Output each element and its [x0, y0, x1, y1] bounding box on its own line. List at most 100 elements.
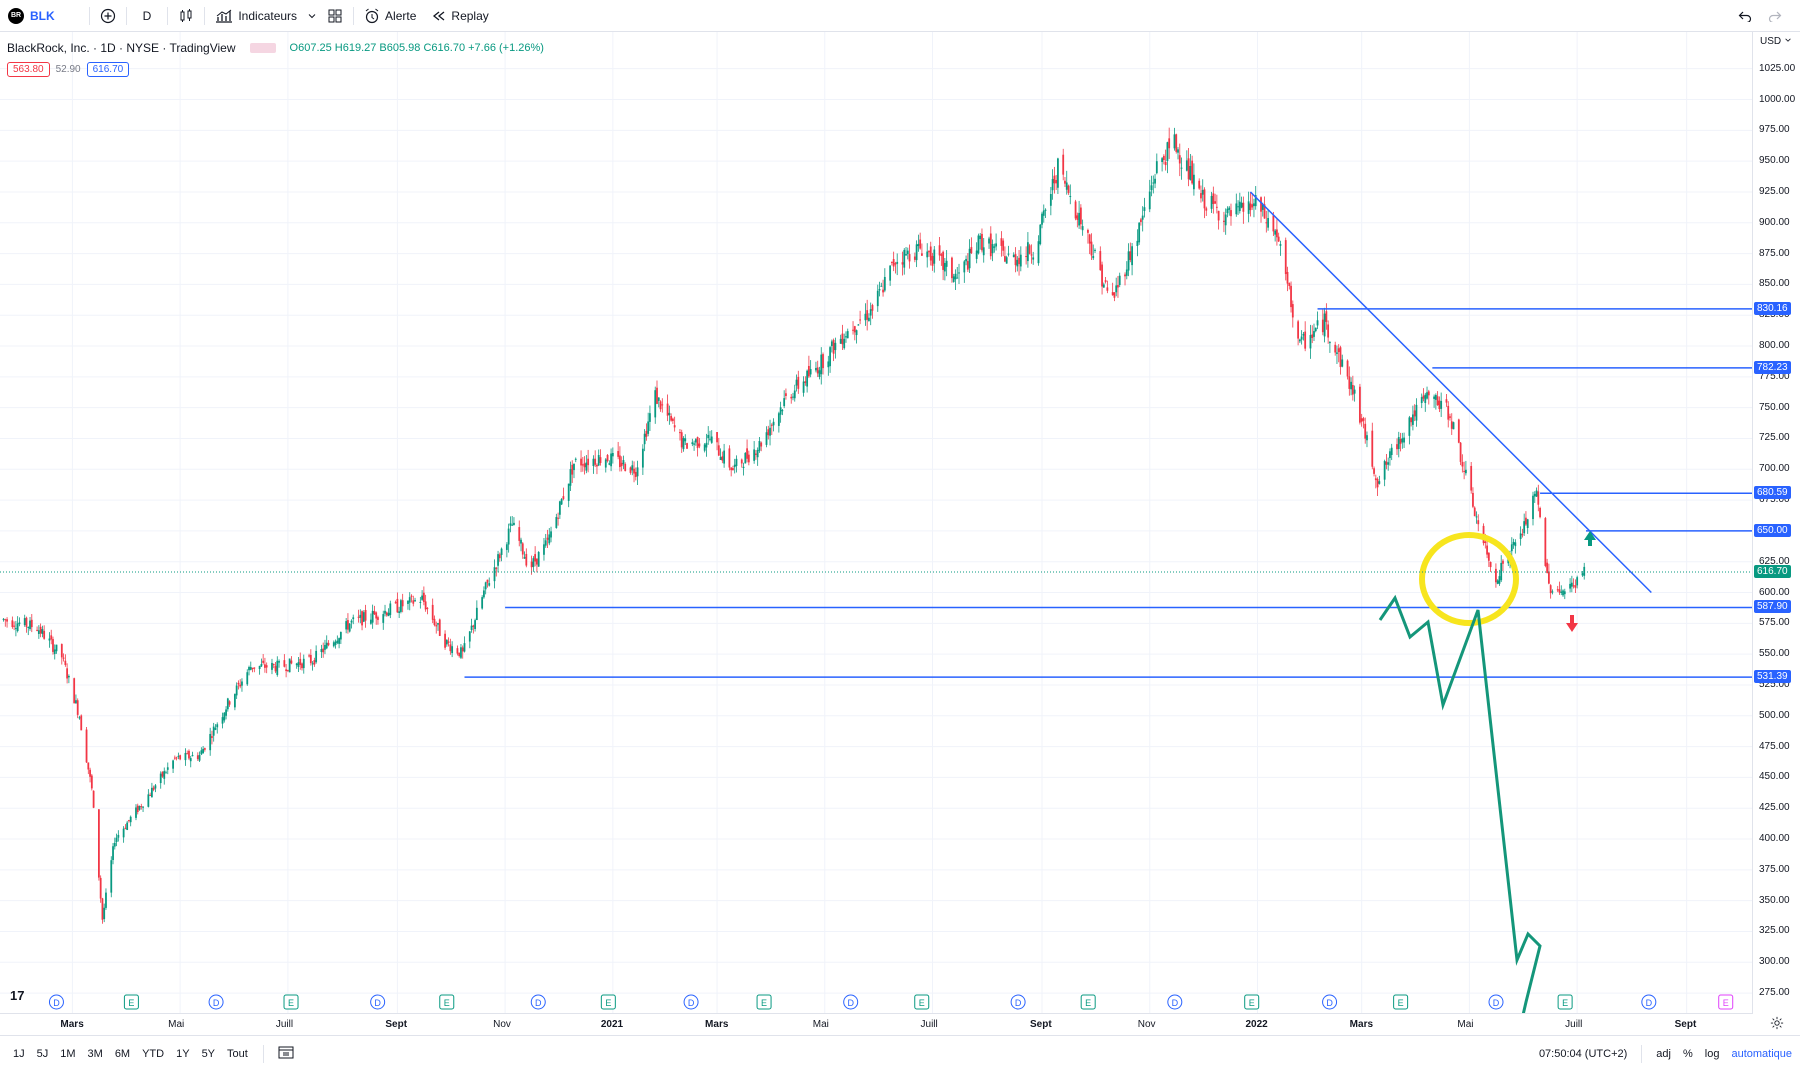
alert-button[interactable]: Alerte: [356, 0, 424, 31]
candle-body: [1279, 244, 1282, 246]
candle-body: [656, 387, 658, 404]
clock-time[interactable]: 07:50:04 (UTC+2): [1538, 1047, 1628, 1060]
candle-body: [1079, 207, 1082, 225]
candle-body: [963, 261, 966, 273]
time-label: Nov: [1137, 1019, 1156, 1030]
candle-body: [475, 607, 478, 621]
range-5y[interactable]: 5Y: [201, 1047, 216, 1060]
currency-selector[interactable]: USD: [1760, 36, 1792, 47]
candle-body: [1253, 203, 1255, 207]
candle-body: [290, 660, 293, 664]
range-6m[interactable]: 6M: [114, 1047, 131, 1060]
legend-toggle[interactable]: [249, 43, 276, 53]
candle-body: [1546, 562, 1549, 573]
indicators-dropdown[interactable]: [305, 0, 319, 31]
tradingview-logo[interactable]: 17: [10, 988, 25, 1003]
candle-body: [92, 790, 95, 808]
log-toggle[interactable]: log: [1704, 1047, 1720, 1060]
adj-toggle[interactable]: adj: [1656, 1047, 1671, 1060]
candle-body: [1162, 155, 1165, 161]
candle-body: [671, 418, 674, 421]
interval-button[interactable]: D: [129, 0, 166, 31]
candle-body: [89, 769, 91, 777]
candle-body: [1563, 591, 1566, 595]
time-label: Juill: [920, 1019, 938, 1030]
chevron-down-icon: [308, 13, 316, 18]
candle-body: [755, 453, 757, 455]
candle-body: [1215, 206, 1218, 208]
chart-type-button[interactable]: [170, 0, 202, 31]
candle-body: [931, 256, 934, 266]
candle-body: [1533, 493, 1536, 497]
candle-body: [1226, 208, 1229, 214]
range-ytd[interactable]: YTD: [142, 1047, 165, 1060]
time-axis[interactable]: Mars Mai Juill Sept Nov 2021 Mars Mai Juill Sept N…: [0, 1013, 1752, 1036]
undo-button[interactable]: [1730, 0, 1760, 31]
candle-body: [1351, 385, 1354, 395]
svg-text:D: D: [847, 998, 854, 1008]
candle-body: [574, 458, 577, 460]
svg-text:E: E: [1723, 998, 1729, 1008]
candle-body: [325, 642, 328, 649]
candle-body: [968, 248, 971, 269]
candle-body: [1316, 320, 1319, 326]
candle-body: [617, 451, 620, 457]
range-tout[interactable]: Tout: [227, 1047, 248, 1060]
price-tick: 300.00: [1759, 956, 1790, 968]
candle-body: [758, 440, 761, 451]
price-axis[interactable]: USD 1025.00 1000.00 975.00 950.00 925.00 900.…: [1752, 32, 1800, 1014]
candle-body: [1457, 419, 1460, 443]
candle-body: [546, 537, 549, 540]
candle-body: [4, 619, 7, 621]
candle-body: [728, 448, 731, 468]
svg-text:D: D: [535, 998, 542, 1008]
date-range-button[interactable]: [278, 1045, 294, 1062]
range-1j[interactable]: 1J: [13, 1047, 25, 1060]
symbol-button[interactable]: BR BLK: [0, 0, 63, 31]
candle-body: [604, 459, 607, 468]
candle-body: [694, 439, 697, 443]
divider: [353, 6, 355, 25]
candle-body: [1434, 395, 1437, 400]
candle-body: [1525, 517, 1527, 525]
axis-settings-button[interactable]: [1770, 1016, 1784, 1035]
candle-body: [311, 663, 314, 665]
candle-body: [1473, 507, 1476, 517]
candle-body: [929, 246, 932, 261]
svg-text:E: E: [1398, 998, 1404, 1008]
ohlc-values: O607.25 H619.27 B605.98 C616.70 +7.66 (+…: [289, 42, 544, 54]
candle-body: [315, 650, 318, 663]
range-1m[interactable]: 1M: [60, 1047, 76, 1060]
candle-body: [845, 336, 847, 338]
candle-body: [1125, 269, 1128, 276]
templates-button[interactable]: [319, 0, 351, 31]
candle-body: [1161, 158, 1164, 163]
candle-body: [1539, 507, 1541, 518]
candle-body: [1228, 207, 1231, 210]
candle-body: [661, 404, 664, 406]
candle-body: [421, 595, 424, 600]
sell-price[interactable]: 563.80: [7, 62, 50, 77]
redo-button[interactable]: [1760, 0, 1790, 31]
candle-body: [76, 700, 79, 715]
candle-body: [161, 771, 164, 777]
candle-body: [373, 611, 376, 615]
candle-body: [1364, 423, 1367, 439]
range-3m[interactable]: 3M: [87, 1047, 103, 1060]
candle-body: [1032, 257, 1035, 260]
svg-text:D: D: [1172, 998, 1179, 1008]
replay-button[interactable]: Replay: [424, 0, 496, 31]
candle-body: [101, 898, 104, 920]
range-1y[interactable]: 1Y: [176, 1047, 190, 1060]
percent-toggle[interactable]: %: [1682, 1047, 1693, 1060]
range-5j[interactable]: 5J: [36, 1047, 49, 1060]
candle-body: [258, 665, 261, 670]
indicators-button[interactable]: Indicateurs: [207, 0, 305, 31]
candle-body: [1041, 213, 1043, 225]
buy-price[interactable]: 616.70: [86, 62, 130, 77]
candle-body: [829, 347, 831, 367]
auto-toggle[interactable]: automatique: [1731, 1047, 1792, 1060]
candle-body: [85, 729, 88, 763]
compare-button[interactable]: [92, 0, 124, 31]
